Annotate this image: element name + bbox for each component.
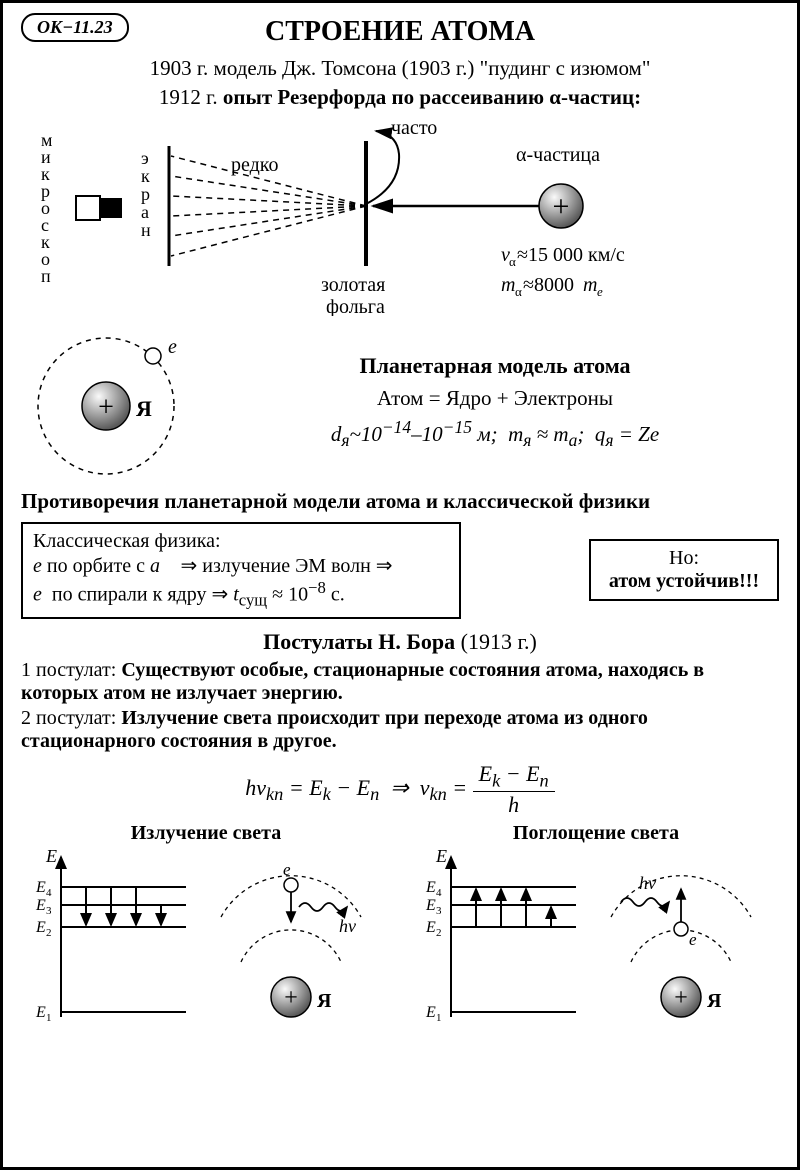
svg-text:Я: Я [317,990,332,1012]
emission-diagram: E E4 E3 E2 E1 e [21,847,391,1032]
svg-text:E: E [35,879,46,896]
rutherford-diagram: микроскоп экран редко [21,116,779,321]
m-alpha-sub: α [515,284,522,299]
classical-l2: e по спирали к ядру ⇒ tсущ ≈ 10−8 с. [33,578,449,611]
svg-text:4: 4 [436,887,442,899]
screen-label: экран [141,148,151,240]
classical-l1: e по орбите с a⃗ ⇒ излучение ЭМ волн ⇒ [33,553,449,578]
svg-text:+: + [284,985,298,1011]
planetary-atom-diagram: + Я e [21,321,201,481]
svg-text:E: E [425,1004,436,1021]
but-box: Но: атом устойчив!!! [589,539,779,601]
svg-text:E: E [35,897,46,914]
rutherford-bold: опыт Резерфорда по рассеиванию α-частиц: [223,85,641,109]
v-alpha-val: ≈15 000 км/с [517,244,625,266]
bohr-heading: Постулаты Н. Бора (1913 г.) [21,629,779,655]
svg-text:E: E [425,897,436,914]
absorption-title: Поглощение света [411,822,781,845]
page-title: СТРОЕНИЕ АТОМА [21,16,779,48]
boxes-row: Классическая физика: e по орбите с a⃗ ⇒ … [21,522,779,619]
microscope-label: микроскоп [41,130,52,286]
microscope-icon-body [100,198,122,218]
svg-text:hν: hν [639,873,656,893]
planetary-heading: Планетарная модель атома [211,353,779,379]
thomson-line: 1903 г. модель Дж. Томсона (1903 г.) "пу… [21,56,779,81]
m-alpha-val: ≈8000 [523,274,574,296]
p1-bold: Существуют особые, стационарные состояни… [21,659,704,704]
electron-label: e [168,336,177,358]
m-e: m [583,274,597,296]
bohr-heading-bold: Постулаты Н. Бора [263,629,455,654]
but-l2: атом устойчив!!! [601,570,767,593]
emission-title: Излучение света [21,822,391,845]
rutherford-line: 1912 г. опыт Резерфорда по рассеиванию α… [21,85,779,110]
svg-text:e: e [689,930,697,949]
planetary-eq2: dя~10−14–10−15 м; mя ≈ mа; qя = Ze [211,414,779,453]
plus-icon: + [98,392,114,423]
year-1912: 1912 г. [159,85,223,109]
svg-text:hν: hν [339,916,356,936]
svg-text:Я: Я [707,990,722,1012]
svg-text:E: E [35,919,46,936]
often-label: часто [391,117,437,139]
microscope-icon [76,196,100,220]
plus-icon: + [553,190,570,223]
p2-pre: 2 постулат: [21,707,121,729]
classical-title: Классическая физика: [33,530,449,553]
svg-text:1: 1 [46,1012,52,1024]
foil-label: золотая фольга [321,274,390,316]
absorption-diagram: E E4 E3 E2 E1 hν [411,847,781,1032]
corner-badge: ОК−11.23 [21,13,129,42]
classical-box: Классическая физика: e по орбите с a⃗ ⇒ … [21,522,461,619]
svg-text:E: E [435,847,447,866]
absorption-col: Поглощение света E E4 E3 E2 E1 [411,822,781,1037]
emission-absorption-row: Излучение света E [21,822,779,1037]
svg-text:E: E [425,919,436,936]
svg-text:4: 4 [46,887,52,899]
but-l1: Но: [601,547,767,570]
bohr-formula: hνkn = Ek − En ⇒ νkn = Ek − En h [21,761,779,818]
p1-pre: 1 постулат: [21,659,121,681]
svg-text:3: 3 [46,905,52,917]
bohr-year: (1913 г.) [455,629,537,654]
svg-text:1: 1 [436,1012,442,1024]
svg-text:2: 2 [436,927,442,939]
e-axis-label: E [45,847,57,866]
v-alpha-sub: α [509,254,516,269]
electron [145,348,161,364]
postulate-1: 1 постулат: Существуют особые, стационар… [21,659,779,705]
often-arrow [366,131,399,204]
contradiction-heading: Противоречия планетарной модели атома и … [21,489,779,514]
svg-text:2: 2 [46,927,52,939]
svg-text:E: E [425,879,436,896]
svg-text:e: e [283,860,291,879]
svg-text:E: E [35,1004,46,1021]
alpha-label: α-частица [516,144,600,166]
planetary-eq1: Атом = Ядро + Электроны [211,383,779,415]
page: ОК−11.23 СТРОЕНИЕ АТОМА 1903 г. модель Д… [0,0,800,1170]
nucleus-label: Я [136,396,152,421]
m-alpha: m [501,274,515,296]
rare-label: редко [231,154,279,176]
planetary-section: + Я e Планетарная модель атома Атом = Яд… [21,321,779,481]
svg-text:+: + [674,985,688,1011]
m-e-sub: e [597,284,603,299]
postulate-2: 2 постулат: Излучение света происходит п… [21,707,779,753]
emission-col: Излучение света E [21,822,391,1037]
svg-text:3: 3 [436,905,442,917]
